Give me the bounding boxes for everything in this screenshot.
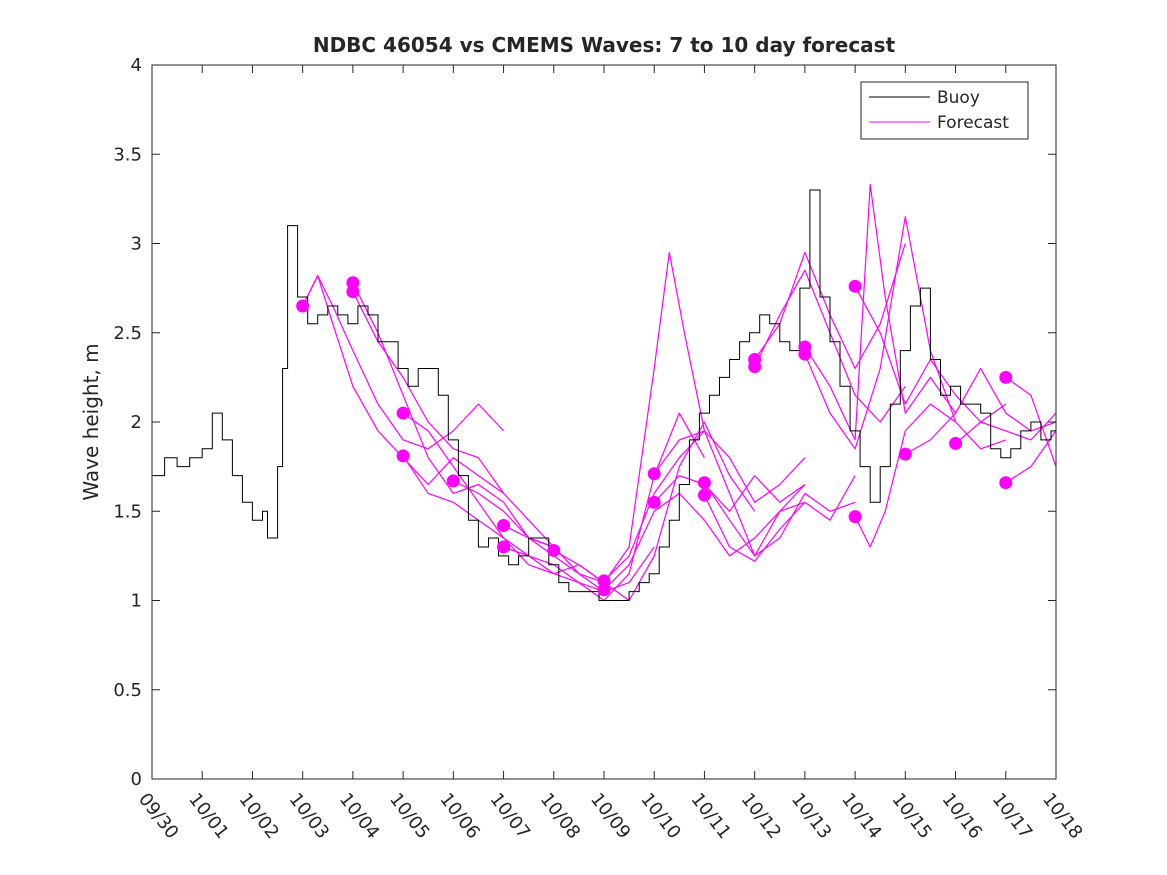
- legend-forecast-label: Forecast: [937, 113, 1009, 133]
- forecast-line: [352, 291, 555, 548]
- buoy-series-group: [152, 189, 1057, 601]
- forecast-start-marker: [497, 519, 511, 533]
- forecast-line: [603, 492, 806, 591]
- forecast-line: [503, 251, 705, 584]
- y-tick-label: 3.5: [113, 144, 142, 165]
- forecast-start-marker: [999, 370, 1013, 384]
- forecast-line: [653, 430, 806, 503]
- forecast-start-marker: [396, 406, 410, 420]
- y-axis-label: Wave height, m: [79, 343, 103, 500]
- forecast-start-marker: [446, 474, 460, 488]
- forecast-line: [955, 412, 1057, 444]
- forecast-start-marker: [697, 476, 711, 490]
- legend-buoy-label: Buoy: [937, 88, 980, 108]
- forecast-line: [703, 475, 856, 562]
- legend-box: [860, 81, 1029, 140]
- forecast-start-marker: [848, 510, 862, 524]
- forecast-start-marker: [647, 467, 661, 481]
- y-tick-label: 3: [131, 234, 142, 255]
- plot-area: [152, 65, 1056, 779]
- y-tick-label: 2: [131, 412, 142, 433]
- forecast-line: [804, 184, 957, 441]
- forecast-line: [653, 475, 806, 512]
- forecast-start-marker: [949, 436, 963, 450]
- y-axis: 0 0.5 1 1.5 2 2.5 3 3.5 4: [113, 55, 1056, 790]
- legend: Buoy Forecast: [860, 81, 1029, 140]
- forecast-line: [854, 403, 1007, 548]
- forecast-start-marker: [597, 574, 611, 588]
- forecast-start-marker: [798, 347, 812, 361]
- forecast-start-marker: [597, 583, 611, 597]
- y-tick-label: 1.5: [113, 501, 142, 522]
- forecast-line: [302, 275, 504, 494]
- forecast-line: [302, 275, 505, 450]
- forecast-line: [402, 455, 605, 593]
- y-tick-label: 1: [131, 591, 142, 612]
- forecast-start-marker: [697, 488, 711, 502]
- forecast-start-marker: [296, 299, 310, 313]
- forecast-start-marker: [346, 276, 360, 290]
- forecast-start-marker: [848, 279, 862, 293]
- forecast-start-marker: [748, 360, 762, 374]
- y-tick-label: 2.5: [113, 323, 142, 344]
- forecast-start-marker: [999, 476, 1013, 490]
- y-tick-label: 4: [131, 55, 142, 76]
- chart-title: NDBC 46054 vs CMEMS Waves: 7 to 10 day f…: [313, 33, 896, 57]
- buoy-line: [152, 189, 1057, 601]
- forecast-line: [1005, 430, 1057, 484]
- forecast-start-marker: [647, 495, 661, 509]
- forecast-start-marker: [346, 285, 360, 299]
- forecast-start-marker: [547, 544, 561, 558]
- forecast-start-marker: [497, 540, 511, 554]
- y-tick-label: 0: [131, 769, 142, 790]
- forecast-start-markers: [296, 276, 1013, 597]
- y-tick-label: 0.5: [113, 680, 142, 701]
- forecast-line: [553, 421, 756, 602]
- forecast-start-marker: [396, 449, 410, 463]
- forecast-line: [703, 482, 856, 557]
- forecast-start-marker: [898, 447, 912, 461]
